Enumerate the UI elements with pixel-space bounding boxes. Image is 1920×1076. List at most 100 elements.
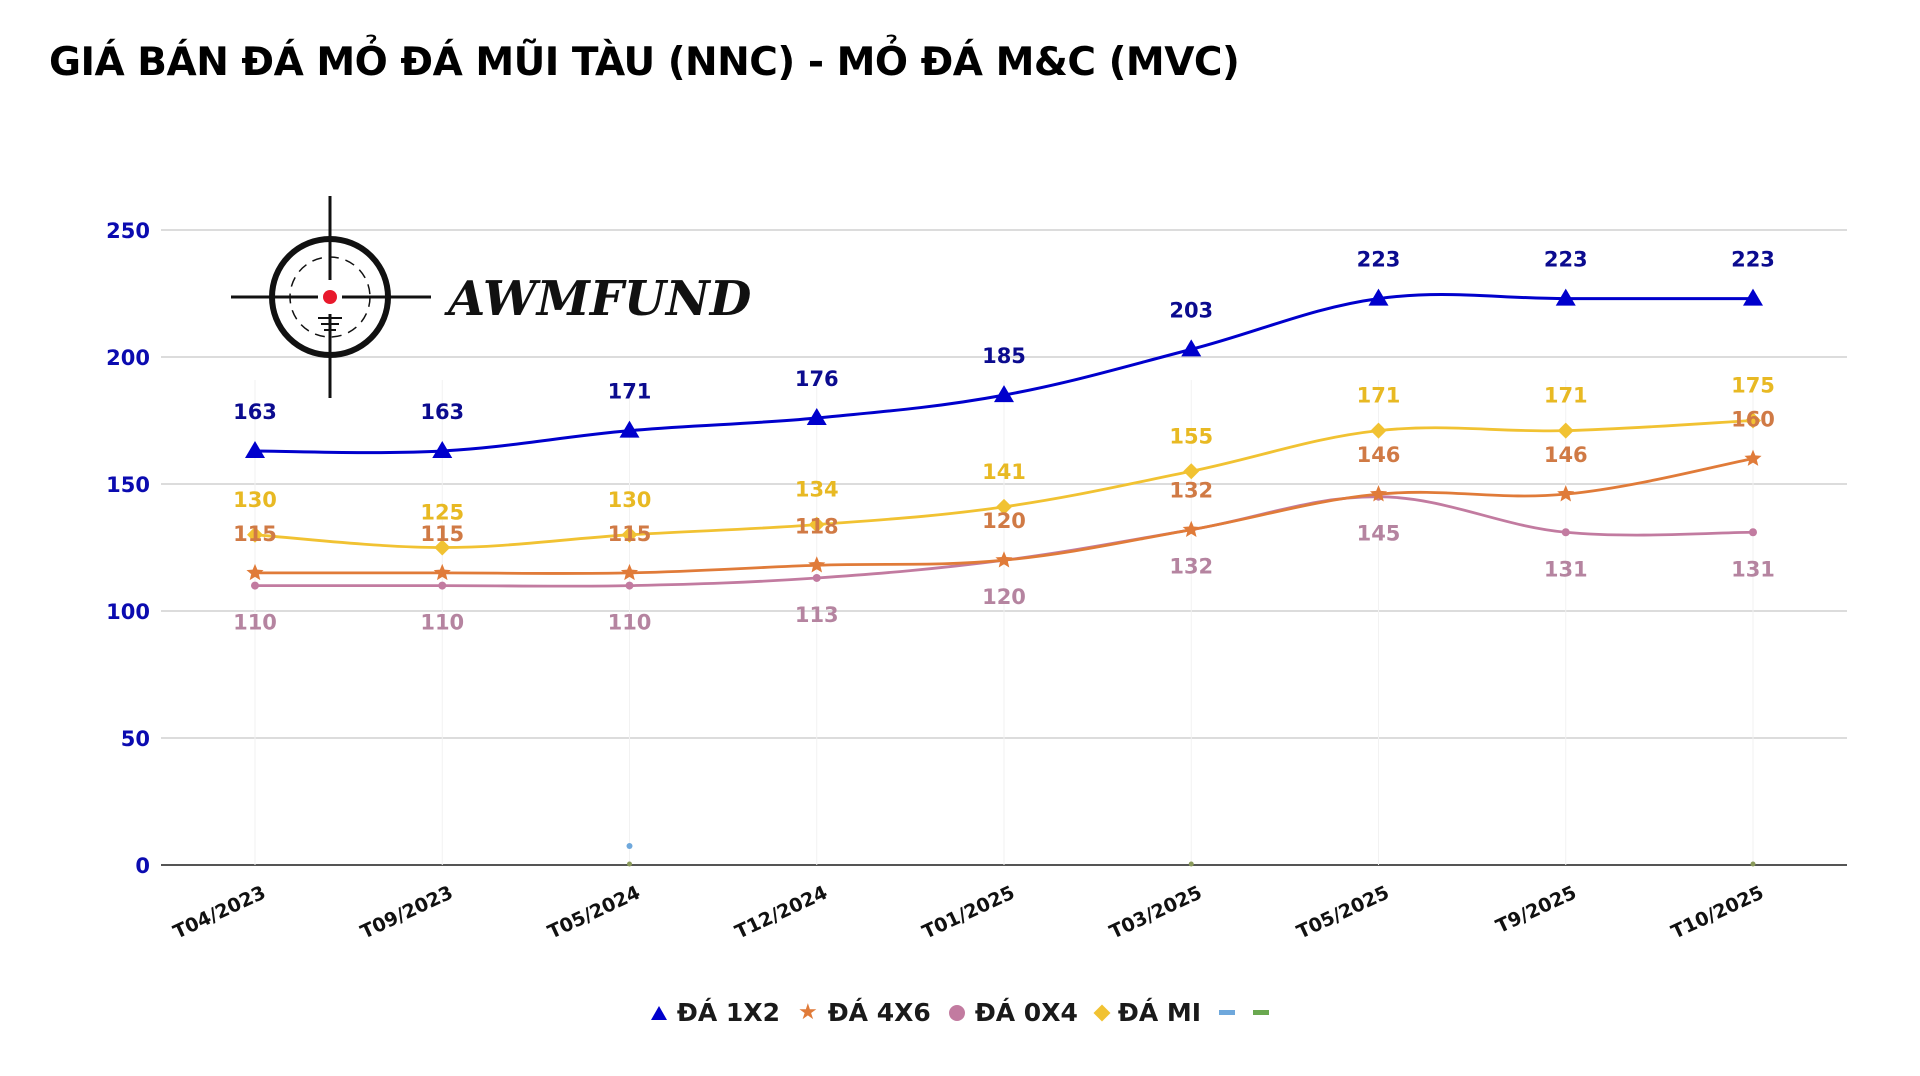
- y-tick-label: 0: [135, 854, 150, 878]
- empty-series-point: [1750, 861, 1756, 867]
- data-point[interactable]: [1369, 485, 1388, 502]
- data-label: 141: [982, 460, 1026, 484]
- data-label: 160: [1731, 408, 1775, 432]
- legend-item-empty-1[interactable]: [1219, 1010, 1236, 1015]
- data-point[interactable]: [1183, 463, 1200, 480]
- data-point[interactable]: [1181, 339, 1202, 357]
- y-axis-ticks: 0 50 100 150 200 250: [106, 219, 150, 878]
- x-tick-label: T03/2025: [1106, 882, 1205, 944]
- gridlines: [161, 229, 1847, 866]
- data-point[interactable]: [1744, 449, 1762, 466]
- x-tick-label: T05/2025: [1293, 882, 1392, 944]
- x-tick-label: T01/2025: [919, 882, 1018, 944]
- x-tick-label: T05/2024: [544, 882, 643, 944]
- data-label: 118: [795, 514, 839, 538]
- data-point[interactable]: [245, 440, 265, 458]
- triangle-icon: [650, 1005, 667, 1020]
- x-tick-label: T12/2024: [732, 882, 831, 944]
- data-label: 171: [608, 380, 652, 404]
- data-point[interactable]: [619, 420, 640, 438]
- data-label: 145: [1357, 522, 1401, 546]
- data-label: 163: [420, 400, 464, 424]
- data-label: 155: [1169, 424, 1213, 448]
- circle-icon: [948, 1004, 965, 1021]
- data-label: 120: [982, 585, 1026, 609]
- data-point[interactable]: [1557, 485, 1575, 502]
- legend-label: ĐÁ MI: [1117, 998, 1202, 1027]
- data-label: 115: [233, 522, 277, 546]
- data-label: 223: [1731, 248, 1775, 272]
- data-point[interactable]: [808, 516, 825, 533]
- data-point[interactable]: [621, 526, 638, 543]
- data-point[interactable]: [438, 581, 447, 590]
- data-point[interactable]: [1370, 422, 1387, 439]
- data-point[interactable]: [1745, 412, 1761, 429]
- data-labels: 110 110 110 113 120 132 145 131 131 115 115 115 118 1…: [233, 248, 1775, 635]
- x-tick-label: T10/2025: [1668, 882, 1767, 944]
- data-label: 146: [1544, 443, 1588, 467]
- data-point[interactable]: [1561, 528, 1570, 537]
- data-point[interactable]: [996, 498, 1012, 515]
- data-label: 110: [608, 611, 652, 635]
- data-point[interactable]: [620, 563, 639, 581]
- data-label: 131: [1731, 557, 1775, 581]
- logo: AWMFUND: [231, 196, 752, 398]
- logo-text: AWMFUND: [444, 271, 752, 327]
- data-label: 115: [420, 522, 464, 546]
- legend-item-da-0x4[interactable]: ĐÁ 0X4: [948, 998, 1078, 1027]
- chart-title: GIÁ BÁN ĐÁ MỎ ĐÁ MŨI TÀU (NNC) - MỎ ĐÁ M…: [49, 40, 1240, 85]
- y-tick-label: 100: [106, 600, 150, 624]
- data-label: 163: [233, 400, 277, 424]
- x-tick-label: T04/2023: [170, 882, 269, 944]
- data-point[interactable]: [251, 581, 259, 590]
- data-label: 113: [795, 603, 839, 627]
- data-point[interactable]: [247, 526, 263, 543]
- data-label: 130: [233, 488, 277, 512]
- legend-item-da-1x2[interactable]: ĐÁ 1X2: [650, 998, 780, 1027]
- empty-series-point: [1188, 861, 1194, 867]
- y-tick-label: 150: [106, 473, 150, 497]
- legend: ĐÁ 1X2 ★ ĐÁ 4X6 ĐÁ 0X4 ĐÁ MI: [0, 998, 1920, 1027]
- data-point[interactable]: [1555, 288, 1576, 306]
- x-axis-ticks: T04/2023 T09/2023 T05/2024 T12/2024 T01/2025…: [170, 882, 1767, 944]
- data-label: 171: [1357, 384, 1401, 408]
- data-label: 115: [608, 522, 652, 546]
- legend-item-da-mi[interactable]: ĐÁ MI: [1093, 998, 1202, 1027]
- legend-item-empty-2[interactable]: [1253, 1010, 1270, 1015]
- series-lines: [245, 288, 1763, 590]
- data-point[interactable]: [1557, 422, 1574, 439]
- data-point[interactable]: [1749, 528, 1757, 537]
- legend-label: ĐÁ 1X2: [676, 998, 780, 1027]
- data-label: 130: [608, 488, 652, 512]
- data-point[interactable]: [1368, 288, 1389, 306]
- data-point[interactable]: [432, 440, 453, 458]
- data-label: 171: [1544, 384, 1588, 408]
- data-label: 176: [795, 367, 839, 391]
- legend-item-da-4x6[interactable]: ★ ĐÁ 4X6: [798, 998, 931, 1027]
- legend-label: ĐÁ 4X6: [827, 998, 931, 1027]
- data-point[interactable]: [433, 563, 451, 581]
- y-tick-label: 50: [121, 727, 150, 751]
- crosshair-icon: [231, 196, 431, 398]
- data-point[interactable]: [812, 573, 821, 582]
- data-point[interactable]: [1743, 288, 1763, 306]
- diamond-icon: [1093, 1004, 1111, 1021]
- data-point[interactable]: [808, 556, 826, 573]
- x-tick-label: T09/2023: [357, 882, 456, 944]
- data-point[interactable]: [806, 407, 827, 425]
- data-point[interactable]: [434, 539, 451, 556]
- legend-label: ĐÁ 0X4: [974, 998, 1078, 1027]
- star-icon: ★: [798, 999, 818, 1025]
- data-label: 132: [1169, 479, 1213, 503]
- data-label: 175: [1731, 374, 1775, 398]
- data-label: 110: [420, 611, 464, 635]
- empty-series-point: [626, 843, 633, 849]
- data-point[interactable]: [625, 581, 634, 590]
- dash-icon: [1253, 1010, 1270, 1015]
- empty-series-points: [626, 843, 1756, 867]
- data-point[interactable]: [246, 563, 264, 581]
- data-label: 125: [420, 501, 464, 525]
- data-point[interactable]: [994, 385, 1014, 403]
- data-point[interactable]: [1182, 520, 1200, 538]
- data-point[interactable]: [995, 551, 1013, 568]
